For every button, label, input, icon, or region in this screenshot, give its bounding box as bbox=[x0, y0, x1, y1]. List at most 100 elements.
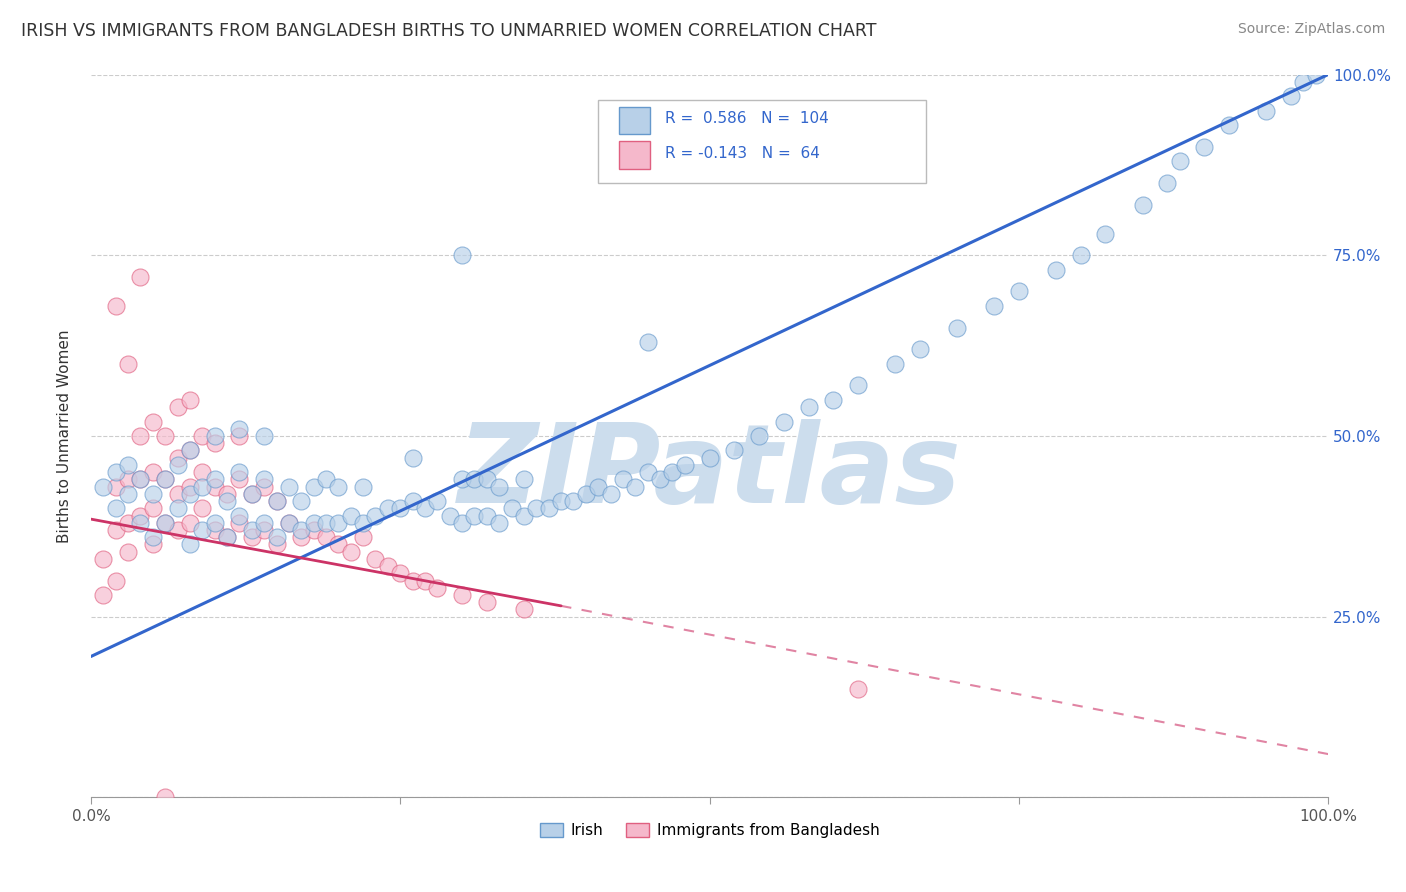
Point bbox=[389, 501, 412, 516]
Point bbox=[513, 508, 536, 523]
Point bbox=[884, 357, 907, 371]
Bar bbox=[619, 141, 650, 169]
Point bbox=[228, 508, 250, 523]
Point bbox=[166, 450, 188, 465]
Point bbox=[240, 487, 263, 501]
Point bbox=[513, 602, 536, 616]
Point bbox=[228, 465, 250, 479]
Point bbox=[315, 516, 337, 530]
Point bbox=[142, 501, 165, 516]
Point bbox=[191, 465, 214, 479]
Point bbox=[524, 501, 547, 516]
Point bbox=[699, 450, 721, 465]
Text: Source: ZipAtlas.com: Source: ZipAtlas.com bbox=[1237, 22, 1385, 37]
Point bbox=[364, 552, 387, 566]
Point bbox=[215, 494, 238, 508]
Point bbox=[153, 429, 176, 443]
Point bbox=[426, 494, 449, 508]
Point bbox=[328, 480, 350, 494]
Point bbox=[104, 501, 127, 516]
Point bbox=[166, 523, 188, 537]
Point bbox=[1256, 103, 1278, 118]
Point bbox=[488, 516, 510, 530]
Point bbox=[191, 523, 214, 537]
Point bbox=[91, 480, 114, 494]
Point bbox=[290, 530, 312, 544]
Point bbox=[352, 516, 374, 530]
Point bbox=[413, 501, 436, 516]
Point bbox=[1045, 262, 1067, 277]
Point bbox=[823, 392, 845, 407]
Point bbox=[846, 681, 869, 696]
Point bbox=[129, 472, 152, 486]
Point bbox=[142, 415, 165, 429]
Point bbox=[463, 472, 485, 486]
Point bbox=[401, 450, 423, 465]
Point bbox=[575, 487, 598, 501]
Point bbox=[253, 516, 276, 530]
Point bbox=[908, 343, 931, 357]
Point bbox=[129, 472, 152, 486]
Point bbox=[550, 494, 572, 508]
Point bbox=[179, 516, 201, 530]
Point bbox=[191, 501, 214, 516]
Point bbox=[104, 523, 127, 537]
Point bbox=[142, 530, 165, 544]
Point bbox=[153, 516, 176, 530]
Point bbox=[215, 530, 238, 544]
Point bbox=[302, 480, 325, 494]
Point bbox=[228, 429, 250, 443]
Point bbox=[1218, 118, 1240, 132]
Point bbox=[179, 392, 201, 407]
Point bbox=[612, 472, 634, 486]
Point bbox=[117, 458, 139, 472]
Point bbox=[315, 472, 337, 486]
Point bbox=[277, 480, 299, 494]
Point bbox=[451, 588, 474, 602]
Bar bbox=[619, 107, 650, 134]
Point bbox=[91, 588, 114, 602]
Point bbox=[215, 487, 238, 501]
Point bbox=[129, 508, 152, 523]
Point bbox=[204, 472, 226, 486]
Point bbox=[599, 487, 621, 501]
Point bbox=[339, 508, 361, 523]
Point bbox=[215, 530, 238, 544]
Point bbox=[153, 516, 176, 530]
Point bbox=[117, 516, 139, 530]
Point bbox=[648, 472, 671, 486]
Point bbox=[117, 357, 139, 371]
Point bbox=[228, 516, 250, 530]
Point bbox=[166, 501, 188, 516]
Point bbox=[562, 494, 585, 508]
Point bbox=[426, 581, 449, 595]
Point bbox=[179, 487, 201, 501]
Point bbox=[983, 299, 1005, 313]
Y-axis label: Births to Unmarried Women: Births to Unmarried Women bbox=[58, 329, 72, 542]
Point bbox=[191, 480, 214, 494]
Point bbox=[513, 472, 536, 486]
Point bbox=[277, 516, 299, 530]
Point bbox=[846, 378, 869, 392]
Point bbox=[142, 537, 165, 551]
Point bbox=[277, 516, 299, 530]
Point bbox=[463, 508, 485, 523]
Point bbox=[1168, 154, 1191, 169]
Point bbox=[661, 465, 683, 479]
Point bbox=[637, 334, 659, 349]
Point bbox=[266, 494, 288, 508]
Point bbox=[401, 494, 423, 508]
Point bbox=[253, 523, 276, 537]
Point bbox=[166, 487, 188, 501]
Point bbox=[364, 508, 387, 523]
Point bbox=[1070, 248, 1092, 262]
Point bbox=[1132, 197, 1154, 211]
Point bbox=[179, 537, 201, 551]
Point bbox=[204, 523, 226, 537]
Point bbox=[253, 429, 276, 443]
Point bbox=[1008, 285, 1031, 299]
Point bbox=[104, 465, 127, 479]
Point bbox=[91, 552, 114, 566]
Point bbox=[439, 508, 461, 523]
Point bbox=[240, 487, 263, 501]
